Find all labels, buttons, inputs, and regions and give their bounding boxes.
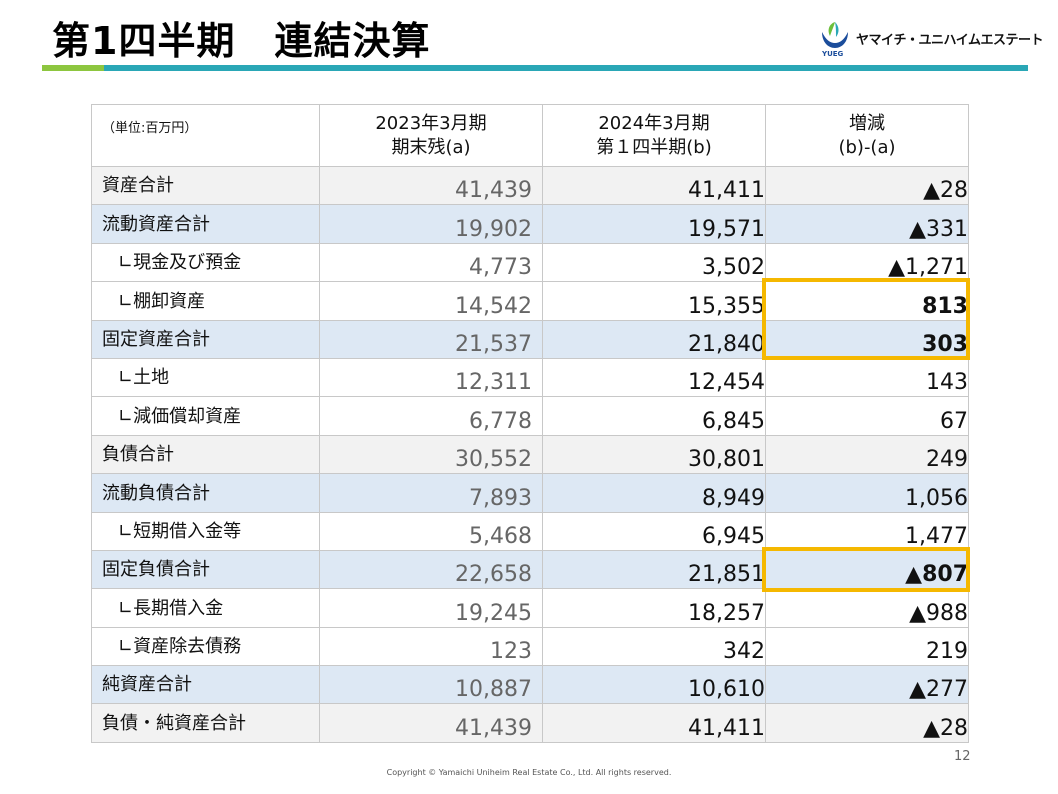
row-label: ∟現金及び預金 (91, 242, 320, 283)
row-label: ∟短期借入金等 (91, 511, 320, 551)
value-current-period: 19,571 (542, 204, 766, 244)
logo-mark-text: YUEG (822, 50, 844, 58)
value-prev-period: 14,542 (319, 281, 543, 321)
header-prev-line1: 2023年3月期 (375, 112, 487, 134)
header-current-line1: 2024年3月期 (598, 112, 710, 134)
header-prev-line2: 期末残(a) (391, 136, 471, 158)
value-current-period: 3,502 (542, 242, 766, 283)
row-label: ∟長期借入金 (91, 588, 320, 628)
table-row: 固定負債合計 22,658 21,851 ▲807 (91, 549, 969, 590)
row-label: ∟減価償却資産 (91, 396, 320, 436)
row-label: ∟土地 (91, 357, 320, 398)
header-current-line2: 第１四半期(b) (596, 136, 712, 158)
value-change: ▲28 (765, 165, 969, 206)
header-accent-teal (104, 65, 1028, 71)
row-label: 流動資産合計 (91, 204, 320, 244)
value-current-period: 15,355 (542, 281, 766, 321)
table-row: ∟短期借入金等 5,468 6,945 1,477 (91, 511, 969, 551)
row-label: ∟資産除去債務 (91, 626, 320, 667)
table-row: 資産合計 41,439 41,411 ▲28 (91, 165, 969, 206)
value-current-period: 21,840 (542, 319, 766, 359)
value-current-period: 6,945 (542, 511, 766, 551)
value-current-period: 21,851 (542, 549, 766, 590)
copyright-notice: Copyright © Yamaichi Uniheim Real Estate… (386, 768, 672, 777)
value-change: ▲1,271 (765, 242, 969, 283)
row-label: 負債合計 (91, 434, 320, 475)
value-prev-period: 7,893 (319, 473, 543, 513)
table-row: 流動資産合計 19,902 19,571 ▲331 (91, 204, 969, 244)
header-prev-period: 2023年3月期 期末残(a) (319, 104, 543, 167)
value-change: ▲331 (765, 204, 969, 244)
table-row: ∟長期借入金 19,245 18,257 ▲988 (91, 588, 969, 628)
table-row: 流動負債合計 7,893 8,949 1,056 (91, 473, 969, 513)
value-change: 143 (765, 357, 969, 398)
value-prev-period: 5,468 (319, 511, 543, 551)
table-row: ∟土地 12,311 12,454 143 (91, 357, 969, 398)
row-label: 固定負債合計 (91, 549, 320, 590)
page-number: 12 (954, 749, 971, 764)
row-label: 流動負債合計 (91, 473, 320, 513)
table-row: 負債合計 30,552 30,801 249 (91, 434, 969, 475)
value-prev-period: 21,537 (319, 319, 543, 359)
header-current-period: 2024年3月期 第１四半期(b) (542, 104, 766, 167)
header-change-line1: 増減 (849, 112, 885, 134)
header-change: 増減 (b)-(a) (765, 104, 969, 167)
table-row: 固定資産合計 21,537 21,840 303 (91, 319, 969, 359)
value-current-period: 18,257 (542, 588, 766, 628)
value-prev-period: 41,439 (319, 165, 543, 206)
value-current-period: 6,845 (542, 396, 766, 436)
value-prev-period: 123 (319, 626, 543, 667)
value-change: ▲807 (765, 549, 969, 590)
value-change: 813 (765, 281, 969, 321)
table-row: ∟現金及び預金 4,773 3,502 ▲1,271 (91, 242, 969, 283)
table-row: 負債・純資産合計 41,439 41,411 ▲28 (91, 703, 969, 743)
company-name: ヤマイチ・ユニハイムエステート (856, 33, 1043, 48)
balance-sheet-table: （単位:百万円） 2023年3月期 期末残(a) 2024年3月期 第１四半期(… (91, 104, 969, 743)
value-current-period: 8,949 (542, 473, 766, 513)
value-change: 67 (765, 396, 969, 436)
row-label: 負債・純資産合計 (91, 703, 320, 743)
value-change: 303 (765, 319, 969, 359)
value-prev-period: 19,245 (319, 588, 543, 628)
yueg-logo-icon (822, 22, 848, 48)
value-prev-period: 22,658 (319, 549, 543, 590)
table-row: ∟棚卸資産 14,542 15,355 813 (91, 281, 969, 321)
value-change: 219 (765, 626, 969, 667)
value-prev-period: 4,773 (319, 242, 543, 283)
value-change: ▲28 (765, 703, 969, 743)
company-logo: YUEG ヤマイチ・ユニハイムエステート (818, 18, 1043, 60)
value-change: 249 (765, 434, 969, 475)
value-current-period: 12,454 (542, 357, 766, 398)
table-row: 純資産合計 10,887 10,610 ▲277 (91, 665, 969, 705)
value-prev-period: 30,552 (319, 434, 543, 475)
value-prev-period: 6,778 (319, 396, 543, 436)
unit-label: （単位:百万円） (91, 104, 320, 167)
value-prev-period: 12,311 (319, 357, 543, 398)
row-label: 純資産合計 (91, 665, 320, 705)
value-prev-period: 41,439 (319, 703, 543, 743)
value-prev-period: 10,887 (319, 665, 543, 705)
table-row: ∟資産除去債務 123 342 219 (91, 626, 969, 667)
row-label: 固定資産合計 (91, 319, 320, 359)
header-accent-green (42, 65, 104, 71)
table-row: ∟減価償却資産 6,778 6,845 67 (91, 396, 969, 436)
value-current-period: 30,801 (542, 434, 766, 475)
row-label: ∟棚卸資産 (91, 281, 320, 321)
value-change: ▲988 (765, 588, 969, 628)
value-current-period: 342 (542, 626, 766, 667)
value-current-period: 41,411 (542, 703, 766, 743)
value-change: ▲277 (765, 665, 969, 705)
page-title: 第1四半期 連結決算 (52, 19, 431, 63)
value-current-period: 41,411 (542, 165, 766, 206)
value-change: 1,056 (765, 473, 969, 513)
header-change-line2: (b)-(a) (838, 136, 896, 158)
table-header-row: （単位:百万円） 2023年3月期 期末残(a) 2024年3月期 第１四半期(… (91, 104, 969, 167)
value-current-period: 10,610 (542, 665, 766, 705)
value-prev-period: 19,902 (319, 204, 543, 244)
value-change: 1,477 (765, 511, 969, 551)
row-label: 資産合計 (91, 165, 320, 206)
